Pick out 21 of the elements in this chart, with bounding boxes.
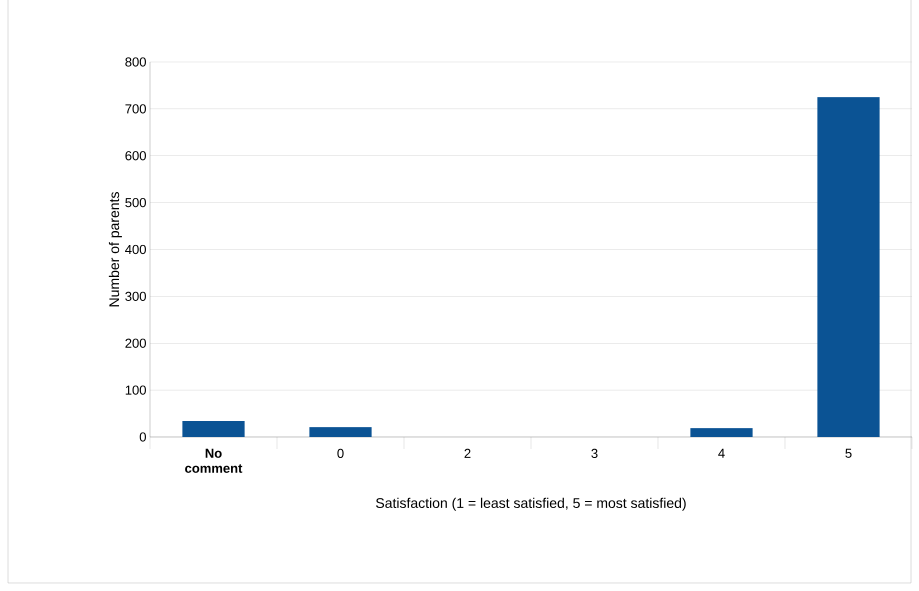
bar [817, 97, 880, 437]
x-axis-title: Satisfaction (1 = least satisfied, 5 = most satisfied) [376, 498, 686, 511]
x-tick-label: 4 [718, 448, 725, 458]
x-tick-label: 3 [591, 448, 598, 458]
y-tick-label: 700 [125, 104, 146, 114]
x-tick-label: No comment [185, 448, 242, 473]
y-tick-label: 100 [126, 386, 146, 395]
y-axis-title: Number of parents [108, 192, 122, 306]
bar [690, 428, 753, 437]
y-tick-label: 200 [125, 338, 146, 348]
x-tick-label: 2 [464, 448, 470, 458]
y-tick-label: 800 [125, 57, 146, 67]
x-tick-label: 5 [845, 448, 852, 458]
x-tick-label: 0 [337, 448, 344, 458]
y-tick-label: 0 [140, 432, 146, 442]
y-tick-label: 300 [125, 292, 146, 301]
y-tick-label: 400 [125, 244, 146, 254]
y-tick-label: 600 [125, 151, 146, 160]
bar [182, 421, 245, 437]
y-tick-label: 500 [125, 198, 146, 208]
bar [309, 427, 372, 437]
